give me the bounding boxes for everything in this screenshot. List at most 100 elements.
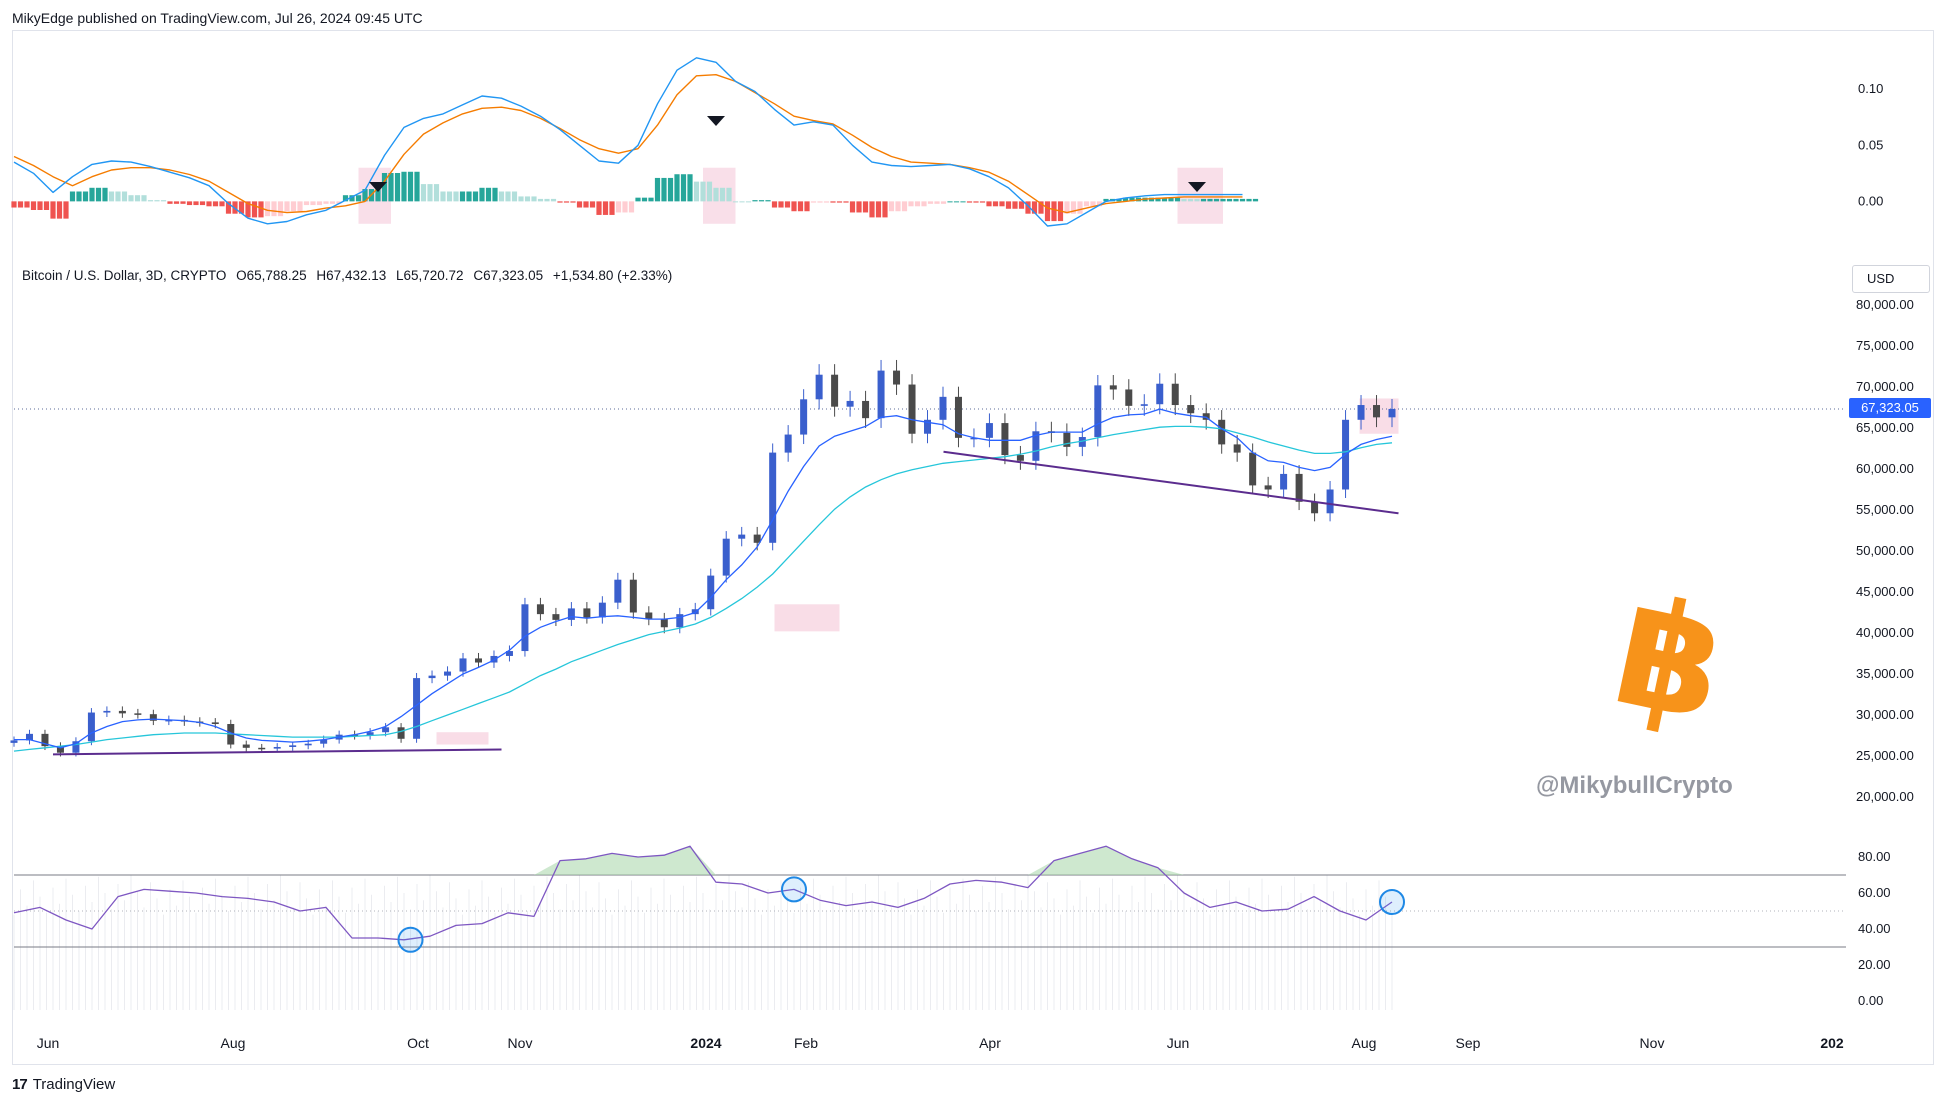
candle-body (87, 712, 95, 742)
price-y-tick: 70,000.00 (1856, 379, 1914, 394)
macd-histogram-bar (427, 184, 433, 202)
currency-selector[interactable]: USD (1852, 265, 1930, 293)
macd-histogram-bar (927, 201, 934, 204)
macd-histogram-bar (69, 191, 76, 202)
macd-histogram-bar (30, 201, 37, 210)
macd-histogram-bar (895, 201, 901, 212)
macd-histogram-bar (524, 196, 531, 202)
macd-histogram-bar (602, 201, 609, 215)
candle-body (1187, 405, 1195, 414)
macd-histogram-bar (713, 187, 719, 202)
macd-histogram-bar (453, 191, 459, 202)
macd-histogram-bar (726, 187, 732, 202)
macd-histogram-bar (875, 201, 882, 218)
candle-body (1140, 404, 1148, 406)
macd-histogram-bar (193, 201, 199, 206)
slow-moving-average-line (13, 425, 1393, 752)
macd-histogram-bar (219, 201, 225, 207)
macd-histogram-bar (310, 201, 316, 206)
candle-body (1109, 385, 1117, 390)
x-axis-label: Jun (1167, 1035, 1190, 1051)
macd-histogram-bar (271, 201, 277, 217)
candle-body (521, 604, 529, 652)
macd-histogram-bar (1025, 201, 1031, 214)
macd-histogram-bar (1148, 197, 1155, 202)
candle-body (846, 400, 854, 407)
macd-histogram-bar (973, 201, 979, 203)
macd-histogram-bar (485, 187, 492, 202)
rsi-line (13, 845, 1393, 941)
candle-body (893, 370, 901, 385)
price-y-tick: 65,000.00 (1856, 420, 1914, 435)
rsi-overbought-fill (1106, 846, 1132, 875)
macd-histogram-bar (375, 189, 381, 202)
candle-body (413, 678, 421, 739)
price-y-tick: 40,000.00 (1856, 625, 1914, 640)
price-highlight-box (774, 604, 840, 632)
candle-body (1326, 489, 1334, 514)
candle-body (1295, 473, 1303, 502)
candle-body (304, 743, 312, 746)
candle-body (1233, 444, 1241, 453)
macd-histogram-bar (739, 201, 745, 203)
ohlc-low: L65,720.72 (396, 268, 464, 283)
macd-histogram-bar (56, 201, 63, 219)
candle-body (289, 745, 297, 747)
macd-y-tick: 0.00 (1858, 193, 1883, 208)
rsi-overbought-fill (690, 846, 716, 875)
macd-histogram-bar (1051, 201, 1057, 222)
macd-histogram-bar (1083, 201, 1090, 207)
candle-body (1063, 432, 1071, 447)
footer-brand[interactable]: 17 TradingView (12, 1076, 115, 1093)
macd-y-tick: 0.05 (1858, 137, 1883, 152)
support-trendline (943, 450, 1399, 515)
macd-histogram-bar (505, 191, 511, 202)
macd-histogram-bar (661, 177, 667, 202)
candle-body (877, 370, 885, 419)
rsi-overbought-fill (1028, 860, 1054, 875)
macd-histogram-bar (128, 195, 134, 202)
macd-histogram-bar (459, 191, 466, 202)
x-axis-label: 202 (1820, 1035, 1844, 1051)
macd-histogram-bar (50, 201, 56, 219)
macd-histogram-bar (277, 201, 284, 217)
macd-histogram-bar (1012, 201, 1018, 209)
candle-body (954, 396, 962, 438)
macd-histogram-bar (186, 201, 193, 206)
macd-histogram-bar (947, 201, 953, 203)
macd-histogram-bar (355, 195, 362, 202)
macd-histogram-bar (1239, 198, 1246, 202)
candle-body (1388, 408, 1396, 418)
ohlc-change: +1,534.80 (+2.33%) (552, 268, 673, 283)
rsi-overbought-fill (586, 853, 612, 875)
macd-histogram-bar (1246, 198, 1252, 202)
macd-histogram-bar (420, 184, 427, 202)
macd-histogram-bar (583, 201, 589, 208)
candle-body (567, 608, 575, 620)
price-y-tick: 75,000.00 (1856, 338, 1914, 353)
author-watermark: @MikybullCrypto (1536, 772, 1733, 799)
macd-histogram-bar (115, 191, 121, 202)
candle-body (970, 437, 978, 440)
candle-body (1125, 389, 1133, 406)
price-y-tick: 30,000.00 (1856, 707, 1914, 722)
rsi-signal-circle-icon (1379, 889, 1405, 915)
x-axis-label: 2024 (690, 1035, 721, 1051)
macd-histogram-bar (1064, 201, 1070, 214)
macd-histogram-bar (160, 200, 167, 202)
symbol-legend[interactable]: Bitcoin / U.S. Dollar, 3D, CRYPTO O65,78… (22, 268, 678, 283)
macd-histogram-bar (290, 201, 297, 212)
macd-histogram-bar (323, 201, 329, 204)
candle-body (939, 396, 947, 420)
last-price-label: 67,323.05 (1849, 398, 1931, 418)
candle-body (444, 671, 452, 676)
ohlc-open: O65,788.25 (236, 268, 307, 283)
macd-histogram-bar (732, 201, 739, 203)
macd-histogram-bar (1252, 198, 1259, 202)
macd-histogram-bar (856, 201, 862, 213)
macd-histogram-bar (836, 201, 843, 203)
macd-histogram-bar (752, 200, 758, 202)
macd-histogram-bar (407, 171, 414, 202)
macd-histogram-bar (440, 191, 446, 202)
